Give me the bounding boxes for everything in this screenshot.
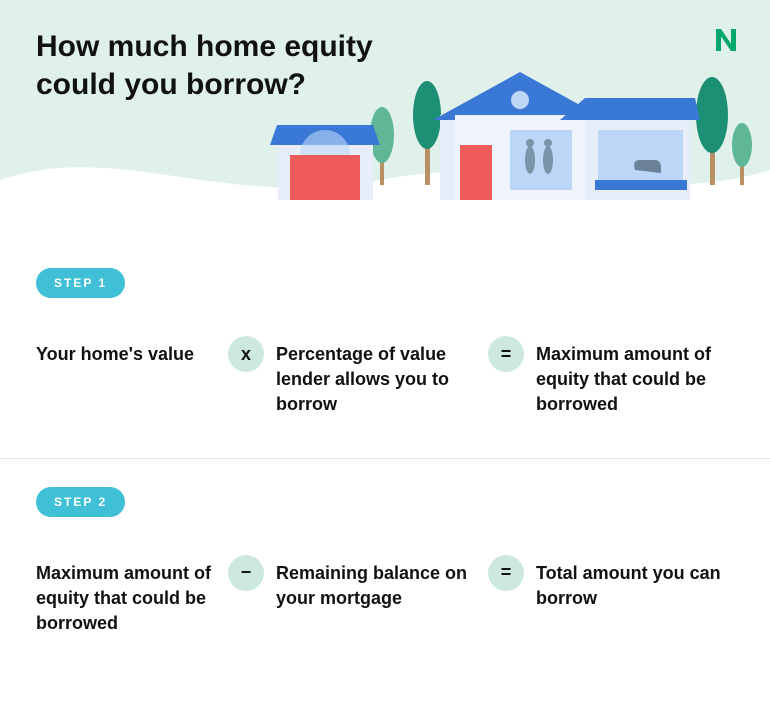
equals-icon: = (488, 555, 524, 591)
equation-row: Your home's value x Percentage of value … (36, 342, 734, 418)
operator-wrap: = (476, 342, 536, 372)
step-badge: STEP 2 (36, 487, 125, 517)
steps-container: STEP 1 Your home's value x Percentage of… (0, 240, 770, 676)
equation-term: Percentage of value lender allows you to… (276, 342, 476, 418)
step-2: STEP 2 Maximum amount of equity that cou… (0, 459, 770, 677)
multiply-icon: x (228, 336, 264, 372)
equation-term: Your home's value (36, 342, 216, 367)
equation-term: Remaining balance on your mortgage (276, 561, 476, 611)
equation-term: Maximum amount of equity that could be b… (536, 342, 736, 418)
equation-term: Total amount you can borrow (536, 561, 736, 611)
equals-icon: = (488, 336, 524, 372)
hero-section: How much home equity could you borrow? (0, 0, 770, 240)
operator-wrap: − (216, 561, 276, 591)
minus-icon: − (228, 555, 264, 591)
equation-row: Maximum amount of equity that could be b… (36, 561, 734, 637)
step-badge: STEP 1 (36, 268, 125, 298)
step-1: STEP 1 Your home's value x Percentage of… (0, 240, 770, 458)
operator-wrap: = (476, 561, 536, 591)
operator-wrap: x (216, 342, 276, 372)
brand-logo (712, 26, 740, 54)
equation-term: Maximum amount of equity that could be b… (36, 561, 216, 637)
page-title: How much home equity could you borrow? (36, 28, 436, 103)
